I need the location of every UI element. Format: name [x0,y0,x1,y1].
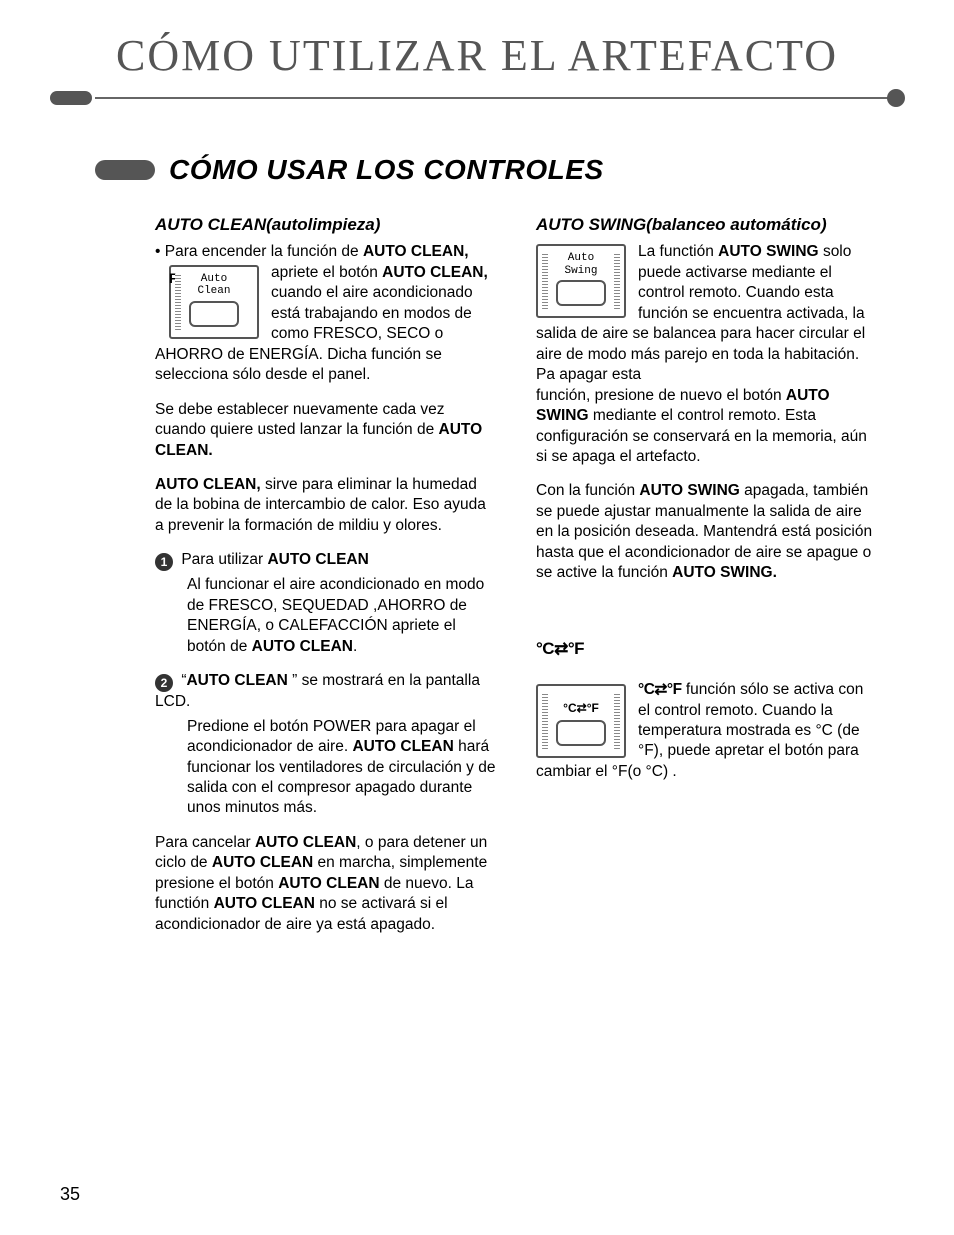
auto-clean-heading: AUTO CLEAN(autolimpieza) [155,214,498,236]
auto-swing-heading: AUTO SWING(balanceo automático) [536,214,879,236]
t: AUTO CLEAN, [382,264,488,281]
t: AUTO CLEAN [255,834,356,851]
t: AUTO CLEAN [186,672,287,689]
step-1-icon: 1 [155,553,173,571]
t: °C⇄°F [638,681,682,698]
icon-label: Auto Swing [538,252,624,276]
step-1-line: 1 Para utilizar AUTO CLEAN [155,550,498,571]
step-2-body: Predione el botón POWER para apagar el a… [155,717,498,819]
t: apriete el botón [271,264,382,281]
step-1-body: Al funcionar el aire acondicionado en mo… [155,575,498,657]
t: Se debe establecer nuevamente cada vez c… [155,401,445,438]
auto-swing-p2: función, presione de nuevo el botón AUTO… [536,386,879,468]
column-left: AUTO CLEAN(autolimpieza) • Para encender… [155,214,498,949]
auto-clean-p3: AUTO CLEAN, sirve para eliminar la humed… [155,475,498,536]
t: • Para encender la función de [155,243,363,260]
t: Con la función [536,482,639,499]
title-divider [55,87,899,109]
t: AUTO SWING. [672,564,777,581]
step-2-line: 2 “AUTO CLEAN ” se mostrará en la pantal… [155,671,498,712]
t: Para utilizar [181,551,267,568]
t: AUTO SWING [639,482,739,499]
t: función, presione de nuevo el botón [536,387,786,404]
auto-swing-p1: La functión AUTO SWING Auto Swing solo p… [536,242,879,385]
t: AUTO SWING [718,243,818,260]
t: AUTO CLEAN [214,895,315,912]
step-2-icon: 2 [155,674,173,692]
t: AUTO CLEAN [352,738,453,755]
cf-body: °C⇄°F °C⇄°F función sólo se activa con e… [536,680,879,782]
content-columns: AUTO CLEAN(autolimpieza) • Para encender… [55,214,899,949]
section-heading: CÓMO USAR LOS CONTROLES [95,154,899,186]
section-title: CÓMO USAR LOS CONTROLES [169,154,604,186]
cf-heading: °C⇄°F [536,638,879,660]
t: AUTO CLEAN, [155,476,261,493]
heading-bullet [95,160,155,180]
t: AUTO CLEAN [252,638,353,655]
auto-clean-button-icon: F Auto Clean [169,265,259,339]
icon-label: °C⇄°F [538,702,624,715]
page-number: 35 [60,1184,80,1205]
auto-swing-p3: Con la función AUTO SWING apagada, tambi… [536,481,879,583]
column-right: AUTO SWING(balanceo automático) La funct… [536,214,879,949]
auto-clean-cancel: Para cancelar AUTO CLEAN, o para detener… [155,833,498,935]
auto-clean-p2: Se debe establecer nuevamente cada vez c… [155,400,498,461]
t: AUTO CLEAN [212,854,313,871]
t: AUTO CLEAN [278,875,379,892]
auto-clean-intro: • Para encender la función de AUTO CLEAN… [155,242,498,385]
cf-button-icon: °C⇄°F [536,684,626,758]
t: Para cancelar [155,834,255,851]
t: La functión [638,243,718,260]
page-title: CÓMO UTILIZAR EL ARTEFACTO [55,30,899,81]
auto-swing-button-icon: Auto Swing [536,244,626,318]
t: AUTO CLEAN, [363,243,469,260]
t: AUTO CLEAN [267,551,368,568]
icon-label: Auto Clean [171,273,257,297]
